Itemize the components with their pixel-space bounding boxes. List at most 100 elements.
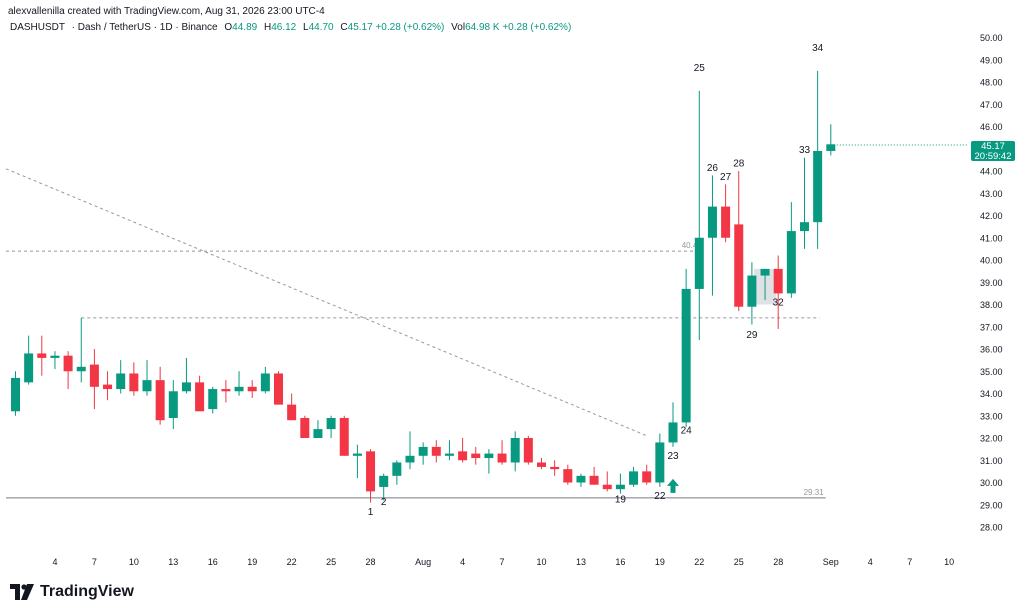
x-tick-label: 7 — [907, 557, 912, 567]
y-tick-label: 39.00 — [980, 278, 1003, 288]
y-tick-label: 35.00 — [980, 367, 1003, 377]
candle — [221, 380, 231, 403]
candle-body — [655, 442, 665, 483]
symbol-name[interactable]: DASHUSDT — [10, 22, 65, 33]
x-tick-label: 7 — [500, 557, 505, 567]
candle — [655, 433, 665, 487]
x-tick-label: 19 — [655, 557, 665, 567]
y-tick-label: 47.00 — [980, 100, 1003, 110]
y-tick-label: 41.00 — [980, 233, 1003, 243]
y-tick-label: 36.00 — [980, 345, 1003, 355]
x-tick-label: 16 — [615, 557, 625, 567]
candle-body — [734, 224, 744, 307]
candle-body — [24, 353, 34, 383]
candle-body — [405, 455, 415, 463]
candle — [287, 393, 297, 421]
candle — [195, 375, 205, 412]
candle — [444, 440, 454, 461]
candle-body — [352, 453, 362, 456]
wave-label: 25 — [694, 63, 706, 74]
y-tick-label: 34.00 — [980, 389, 1003, 399]
candle — [760, 268, 770, 301]
y-tick-label: 43.00 — [980, 189, 1003, 199]
candle-body — [589, 475, 599, 485]
candle — [274, 371, 283, 405]
symbol-legend: DASHUSDT · Dash / TetherUS · 1D · Binanc… — [10, 22, 571, 33]
footer-branding[interactable]: TradingView — [10, 580, 134, 604]
candle-body — [247, 386, 257, 392]
candle-body — [326, 417, 336, 430]
candle — [300, 415, 310, 438]
level-label: 40.4 — [682, 241, 698, 250]
candle-body — [37, 353, 47, 358]
candle-body — [668, 422, 678, 443]
candle-body — [800, 222, 809, 232]
wave-label: 19 — [615, 495, 627, 506]
candle — [418, 442, 428, 465]
candle — [326, 415, 336, 438]
candle — [786, 202, 796, 298]
candle — [37, 335, 47, 376]
candle-body — [339, 417, 349, 456]
y-tick-label: 30.00 — [980, 478, 1003, 488]
candle — [103, 371, 113, 401]
candle — [642, 464, 652, 485]
candle-body — [681, 288, 691, 423]
wave-label: 33 — [799, 145, 811, 156]
candle — [773, 255, 783, 329]
candle — [681, 268, 691, 427]
horizontal-levels: 40.4 29.31 — [6, 241, 826, 499]
ohlc-low: 44.70 — [308, 22, 334, 33]
candle-body — [221, 389, 231, 392]
volume-value: 64.98 K — [465, 22, 500, 33]
ohlc-low-label: L — [303, 22, 309, 33]
x-tick-label: Aug — [415, 557, 431, 567]
candle — [576, 473, 586, 487]
last-price-tag: 45.17 20:59:42 — [971, 141, 1015, 162]
candle — [352, 444, 362, 479]
level-label: 29.31 — [804, 488, 825, 497]
candle — [234, 371, 244, 396]
candle-body — [379, 475, 389, 487]
x-tick-label: 7 — [92, 557, 97, 567]
candle-body — [484, 453, 494, 459]
candle — [208, 386, 218, 414]
candle — [668, 402, 678, 447]
candle — [24, 335, 34, 385]
candle — [431, 440, 441, 463]
candle-body — [431, 446, 441, 456]
candle-body — [760, 268, 770, 276]
candle-body — [129, 373, 139, 392]
candle-body — [602, 484, 612, 490]
candle — [747, 262, 757, 325]
candle-body — [11, 377, 20, 412]
x-tick-label: 22 — [694, 557, 704, 567]
candle — [707, 175, 717, 296]
y-tick-label: 42.00 — [980, 211, 1003, 221]
candle — [537, 458, 546, 470]
candle-body — [721, 206, 731, 238]
candle — [497, 440, 507, 465]
x-tick-label: 28 — [773, 557, 783, 567]
candle-body — [786, 231, 796, 294]
ohlc-high-label: H — [263, 22, 272, 33]
ohlc-high: 46.12 — [271, 22, 297, 33]
candle-body — [366, 451, 376, 492]
x-tick-label: 13 — [168, 557, 178, 567]
candle-body — [208, 389, 218, 410]
wave-label: 24 — [681, 426, 693, 437]
candle — [629, 466, 639, 487]
candle-body — [523, 438, 533, 463]
candle-body — [537, 462, 546, 467]
candle-body — [76, 366, 86, 372]
candle — [550, 460, 560, 476]
y-tick-label: 44.00 — [980, 167, 1003, 177]
candle-body — [471, 453, 481, 459]
y-tick-label: 37.00 — [980, 322, 1003, 332]
candle — [260, 366, 270, 394]
candle — [813, 70, 823, 249]
x-tick-label: Sep — [823, 557, 839, 567]
candle-body — [103, 384, 113, 390]
wave-label: 23 — [667, 451, 679, 462]
